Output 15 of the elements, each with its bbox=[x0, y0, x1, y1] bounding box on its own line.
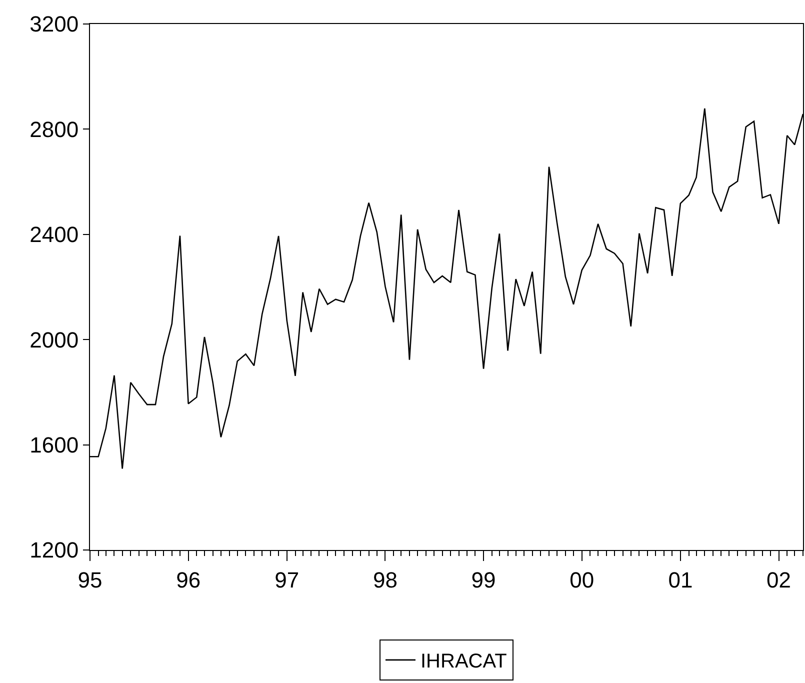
x-tick-label: 95 bbox=[78, 567, 102, 592]
x-tick-label: 98 bbox=[372, 567, 398, 592]
x-tick-label: 97 bbox=[274, 567, 300, 592]
x-tick-label: 99 bbox=[471, 567, 496, 592]
y-tick-label: 1600 bbox=[30, 432, 79, 458]
y-tick-label: 2800 bbox=[30, 116, 79, 142]
y-tick-label: 2400 bbox=[30, 222, 79, 248]
x-tick-label: 01 bbox=[668, 567, 693, 592]
y-tick-label: 2000 bbox=[30, 327, 79, 352]
legend-label: IHRACAT bbox=[420, 650, 507, 673]
y-tick-label: 3200 bbox=[30, 12, 79, 37]
x-tick-label: 02 bbox=[766, 567, 791, 592]
y-tick-label: 1200 bbox=[30, 538, 79, 563]
x-tick-label: 00 bbox=[570, 567, 594, 592]
x-tick-label: 96 bbox=[176, 567, 201, 592]
